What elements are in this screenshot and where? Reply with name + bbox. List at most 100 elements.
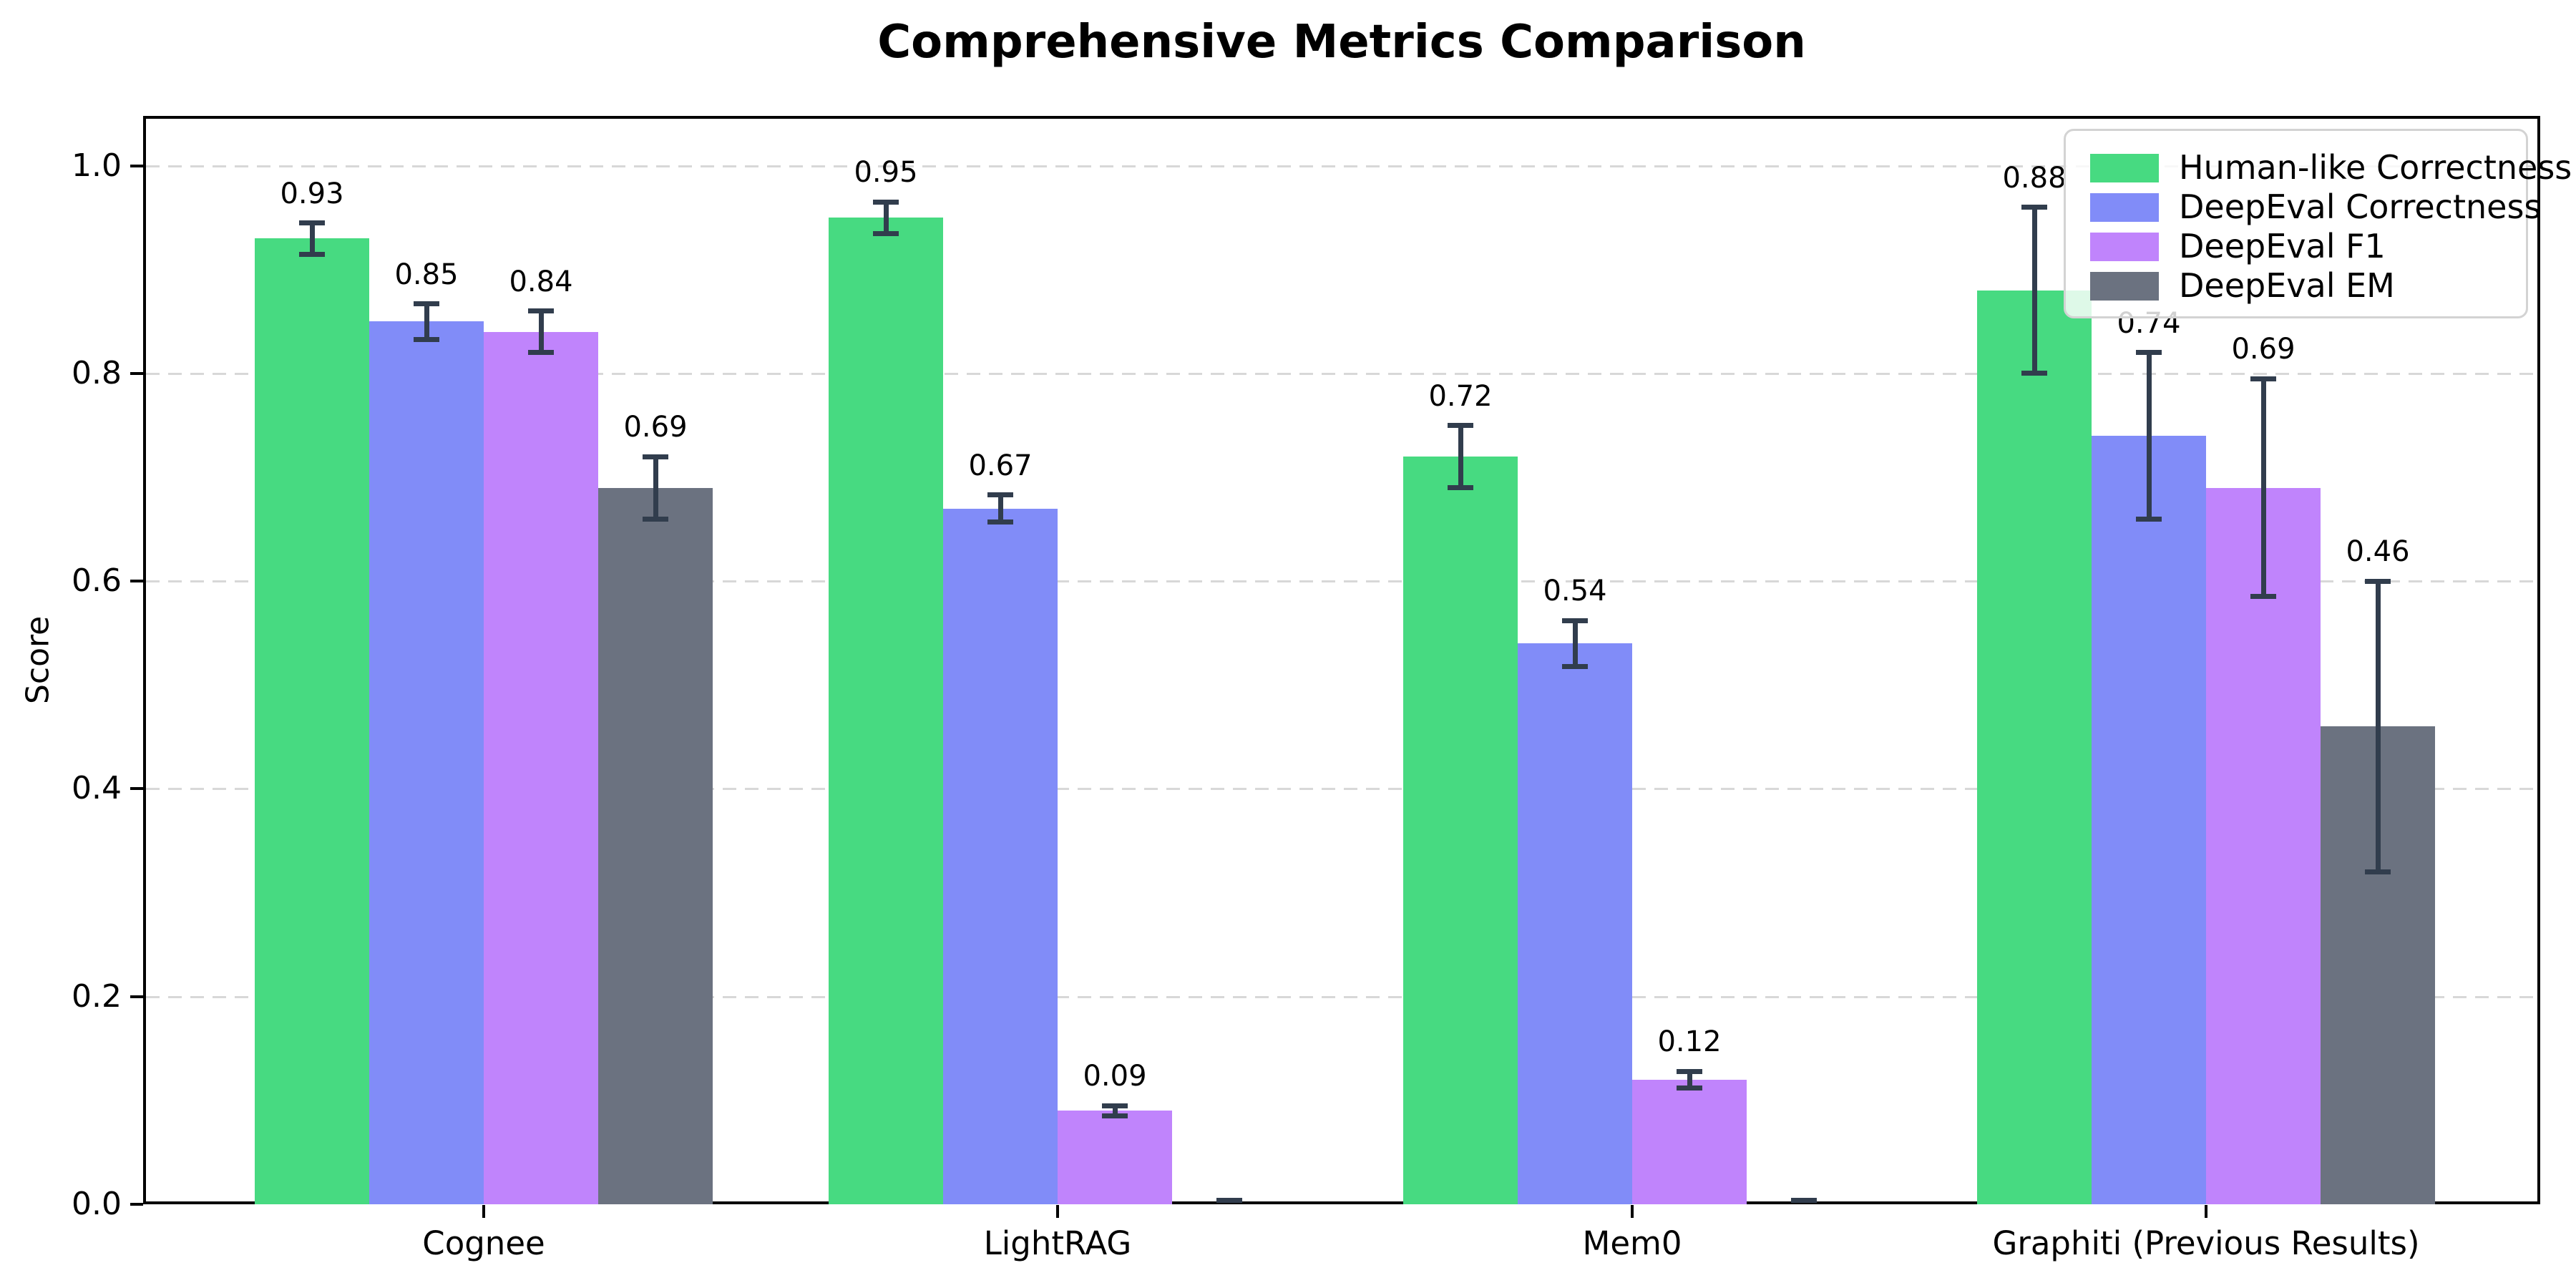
error-bar-line (538, 311, 544, 353)
legend: Human-like Correctness DeepEval Correctne… (2064, 129, 2572, 318)
error-bar-line (1112, 1106, 1118, 1116)
error-bar-cap-bottom (643, 516, 668, 522)
gridline (146, 165, 2537, 167)
error-bar-cap-top (414, 301, 439, 307)
error-bar-cap-top (987, 492, 1013, 498)
error-bar-cap-bottom (987, 519, 1013, 525)
bar-lightrag-1 (829, 218, 943, 1204)
legend-swatch (2090, 154, 2159, 182)
x-tick-mark (482, 1205, 485, 1218)
bar-value-label: 0.84 (509, 265, 573, 298)
x-tick-mark (2205, 1205, 2207, 1218)
error-bar-cap-bottom (299, 251, 325, 257)
y-tick-label: 0.4 (72, 770, 122, 807)
y-axis-label: Score (19, 615, 57, 705)
bar-value-label: 0.09 (1083, 1060, 1147, 1093)
bar-value-label: 0.88 (2002, 161, 2067, 195)
error-bar-line (1458, 425, 1463, 488)
bar-cognee-2 (369, 321, 484, 1204)
chart-title: Comprehensive Metrics Comparison (877, 16, 1806, 69)
bar-value-label: 0.69 (623, 411, 688, 444)
error-bar-line (424, 303, 429, 340)
bar-graphiti-3 (2206, 487, 2321, 1204)
legend-item: Human-like Correctness (2066, 148, 2572, 187)
error-bar-line (2031, 207, 2037, 374)
bar-lightrag-2 (943, 508, 1058, 1204)
bar-value-label: 0.72 (1428, 379, 1493, 413)
error-bar-line (997, 494, 1003, 522)
error-bar-cap-bottom (1102, 1113, 1128, 1119)
y-tick-mark (130, 580, 143, 583)
x-tick-label: Cognee (422, 1224, 545, 1262)
error-bar-cap-top (299, 220, 325, 226)
y-tick-mark (130, 1203, 143, 1206)
error-bar-cap-top (2136, 350, 2162, 356)
error-bar-cap-top (1562, 618, 1588, 623)
bar-value-label: 0.67 (968, 449, 1033, 482)
error-bar-line (309, 223, 315, 255)
bar-cognee-1 (255, 238, 369, 1204)
error-bar-line (883, 202, 889, 234)
gridline (146, 580, 2537, 583)
error-bar-cap-top (1448, 423, 1473, 429)
bar-value-label: 0.85 (394, 258, 459, 291)
legend-item: DeepEval F1 (2066, 227, 2526, 266)
bar-value-label: 0.95 (854, 156, 918, 190)
error-bar-cap-bottom (2021, 371, 2047, 376)
bar-graphiti-1 (1977, 290, 2092, 1204)
legend-label: DeepEval EM (2179, 266, 2395, 305)
bar-mem0-1 (1403, 457, 1518, 1204)
x-tick-mark (1056, 1205, 1059, 1218)
error-bar-cap-top (2365, 578, 2391, 584)
error-bar-cap-top (873, 199, 899, 205)
y-tick-label: 0.6 (72, 562, 122, 600)
gridline (146, 995, 2537, 998)
error-bar-cap-top (1102, 1103, 1128, 1108)
error-bar-cap-bottom (414, 336, 439, 342)
error-bar-cap-top (1677, 1068, 1702, 1074)
bar-lightrag-3 (1058, 1111, 1172, 1204)
error-bar-cap-top (1791, 1197, 1817, 1203)
legend-swatch (2090, 272, 2159, 301)
error-bar-cap-top (643, 454, 668, 459)
y-tick-label: 0.2 (72, 977, 122, 1015)
y-tick-mark (130, 995, 143, 998)
bar-graphiti-2 (2092, 436, 2206, 1204)
error-bar-cap-bottom (2136, 516, 2162, 522)
y-tick-mark (130, 164, 143, 167)
x-tick-mark (1631, 1205, 1634, 1218)
bar-mem0-2 (1518, 643, 1632, 1204)
y-tick-label: 1.0 (72, 147, 122, 184)
error-bar-line (2146, 352, 2152, 519)
legend-swatch (2090, 193, 2159, 222)
bar-value-label: 0.54 (1543, 575, 1607, 608)
error-bar-line (2260, 379, 2266, 597)
y-tick-label: 0.8 (72, 354, 122, 391)
error-bar-cap-top (2021, 205, 2047, 210)
y-tick-mark (130, 371, 143, 375)
y-tick-label: 0.0 (72, 1186, 122, 1222)
bar-value-label: 0.69 (2231, 333, 2296, 366)
legend-item: DeepEval EM (2066, 266, 2526, 306)
bar-cognee-4 (598, 487, 713, 1204)
bar-cognee-3 (484, 331, 598, 1204)
bar-mem0-3 (1632, 1079, 1747, 1204)
bar-value-label: 0.93 (280, 177, 344, 210)
error-bar-cap-top (528, 308, 554, 314)
bar-value-label: 0.12 (1657, 1025, 1722, 1059)
error-bar-cap-bottom (1562, 663, 1588, 669)
legend-label: Human-like Correctness (2179, 148, 2572, 187)
error-bar-cap-bottom (1677, 1085, 1702, 1091)
error-bar-line (1572, 620, 1578, 667)
error-bar-cap-bottom (528, 350, 554, 356)
x-tick-label: Graphiti (Previous Results) (1992, 1224, 2420, 1262)
legend-swatch (2090, 233, 2159, 261)
y-tick-mark (130, 787, 143, 791)
error-bar-line (1687, 1071, 1692, 1088)
legend-item: DeepEval Correctness (2066, 187, 2541, 227)
x-tick-label: LightRAG (983, 1224, 1132, 1262)
error-bar-cap-bottom (1448, 485, 1473, 491)
legend-label: DeepEval Correctness (2179, 187, 2542, 226)
error-bar-cap-bottom (2365, 869, 2391, 875)
